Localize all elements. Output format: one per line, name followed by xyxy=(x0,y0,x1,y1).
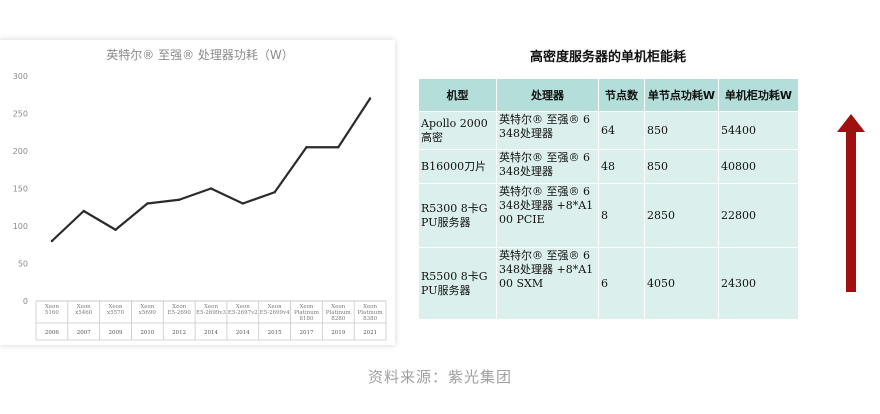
data-point xyxy=(177,198,181,201)
x-category-label: Xeon 5160 xyxy=(45,304,60,316)
data-point xyxy=(273,191,276,194)
table-header-row: 机型 处理器 节点数 单节点功耗W 单机柜功耗W xyxy=(418,78,799,112)
power-series-line xyxy=(51,97,372,242)
cell-processor: 英特尔® 至强® 6348处理器 xyxy=(496,111,599,150)
data-point xyxy=(241,202,245,205)
header-rack-power: 单机柜功耗W xyxy=(718,78,799,112)
table-row: R5500 8卡GPU服务器 英特尔® 至强® 6348处理器 +8*A100 … xyxy=(418,247,799,320)
power-line-chart: 英特尔® 至强® 处理器功耗（W） 0 50 100 150 200 250 300 Xeo… xyxy=(13,47,387,341)
cell-processor: 英特尔® 至强® 6348处理器 +8*A100 SXM xyxy=(496,247,599,320)
x-category-label: Xeon Platinum 8280 xyxy=(326,304,352,322)
y-tick-label: 200 xyxy=(13,147,28,156)
cell-processor: 英特尔® 至强® 6348处理器 +8*A100 PCIE xyxy=(496,183,599,248)
chart-title: 英特尔® 至强® 处理器功耗（W） xyxy=(106,47,294,62)
x-category-label: Xeon x5570 xyxy=(107,304,125,316)
x-year-label: 2014 xyxy=(236,330,250,336)
x-category-label: Xeon E5-2690 xyxy=(167,304,191,316)
data-point xyxy=(305,146,308,149)
x-year-label: 2009 xyxy=(109,330,123,336)
x-category-label: Xeon x5460 xyxy=(75,304,93,316)
y-tick-label: 0 xyxy=(23,297,28,306)
cell-nodes: 6 xyxy=(598,247,645,320)
table-title: 高密度服务器的单机柜能耗 xyxy=(529,50,686,65)
x-category-label: Xeon Platinum 8380 xyxy=(358,304,384,322)
cell-node-power: 2850 xyxy=(644,183,719,248)
data-point xyxy=(368,97,372,100)
x-year-label: 2010 xyxy=(140,330,154,336)
cell-nodes: 48 xyxy=(598,149,645,184)
data-point xyxy=(50,239,54,243)
header-node-power: 单节点功耗W xyxy=(644,78,719,112)
table-row: B16000刀片 英特尔® 至强® 6348处理器 48 850 40800 xyxy=(418,149,799,184)
cell-node-power: 850 xyxy=(644,149,719,184)
x-category-label: Xeon x5690 xyxy=(139,304,157,316)
cell-processor: 英特尔® 至强® 6348处理器 xyxy=(496,149,599,184)
cell-node-power: 4050 xyxy=(644,247,719,320)
cell-rack-power: 54400 xyxy=(718,111,799,150)
data-point xyxy=(82,209,85,213)
data-point xyxy=(337,146,340,149)
x-year-label: 2006 xyxy=(45,330,59,336)
x-year-label: 2014 xyxy=(204,330,218,336)
cell-rack-power: 24300 xyxy=(718,247,799,320)
header-nodes: 节点数 xyxy=(598,78,645,112)
data-point xyxy=(146,202,149,205)
power-chart-panel: 英特尔® 至强® 处理器功耗（W） 0 50 100 150 200 250 300 Xeo… xyxy=(0,40,395,345)
cell-model: R5300 8卡GPU服务器 xyxy=(418,183,497,248)
header-processor: 处理器 xyxy=(496,78,599,112)
x-year-label: 2015 xyxy=(268,330,282,336)
cell-model: R5500 8卡GPU服务器 xyxy=(418,247,497,320)
table-row: R5300 8卡GPU服务器 英特尔® 至强® 6348处理器 +8*A100 … xyxy=(418,183,799,248)
x-year-label: 2019 xyxy=(331,330,345,336)
source-note: 资料来源：紫光集团 xyxy=(367,368,512,386)
x-year-label: 2012 xyxy=(172,330,186,336)
cell-rack-power: 22800 xyxy=(718,183,799,248)
x-category-label: Xeon E5-2699v3 xyxy=(196,304,226,316)
cell-model: B16000刀片 xyxy=(418,149,497,184)
x-category-label: Xeon Platinum 8180 xyxy=(294,304,320,322)
cell-nodes: 8 xyxy=(598,183,645,248)
cell-rack-power: 40800 xyxy=(718,149,799,184)
y-tick-label: 250 xyxy=(13,110,28,119)
cell-model: Apollo 2000高密 xyxy=(418,111,497,150)
y-tick-label: 150 xyxy=(13,185,28,194)
x-year-label: 2007 xyxy=(77,330,91,336)
table-row: Apollo 2000高密 英特尔® 至强® 6348处理器 64 850 54… xyxy=(418,111,799,150)
y-tick-label: 300 xyxy=(13,72,28,81)
header-model: 机型 xyxy=(418,78,497,112)
rack-power-table: 机型 处理器 节点数 单节点功耗W 单机柜功耗W Apollo 2000高密 英… xyxy=(418,78,799,320)
data-point xyxy=(209,187,213,190)
x-category-label: Xeon E5-2697v2 xyxy=(228,304,258,316)
cell-node-power: 850 xyxy=(644,111,719,150)
x-category-label: Xeon E5-2699v4 xyxy=(260,304,290,316)
data-point xyxy=(114,228,117,231)
x-year-label: 2021 xyxy=(363,330,377,336)
y-tick-label: 100 xyxy=(13,222,28,231)
up-arrow-icon xyxy=(837,114,865,292)
x-year-label: 2017 xyxy=(299,330,313,336)
y-tick-label: 50 xyxy=(18,260,28,269)
cell-nodes: 64 xyxy=(598,111,645,150)
